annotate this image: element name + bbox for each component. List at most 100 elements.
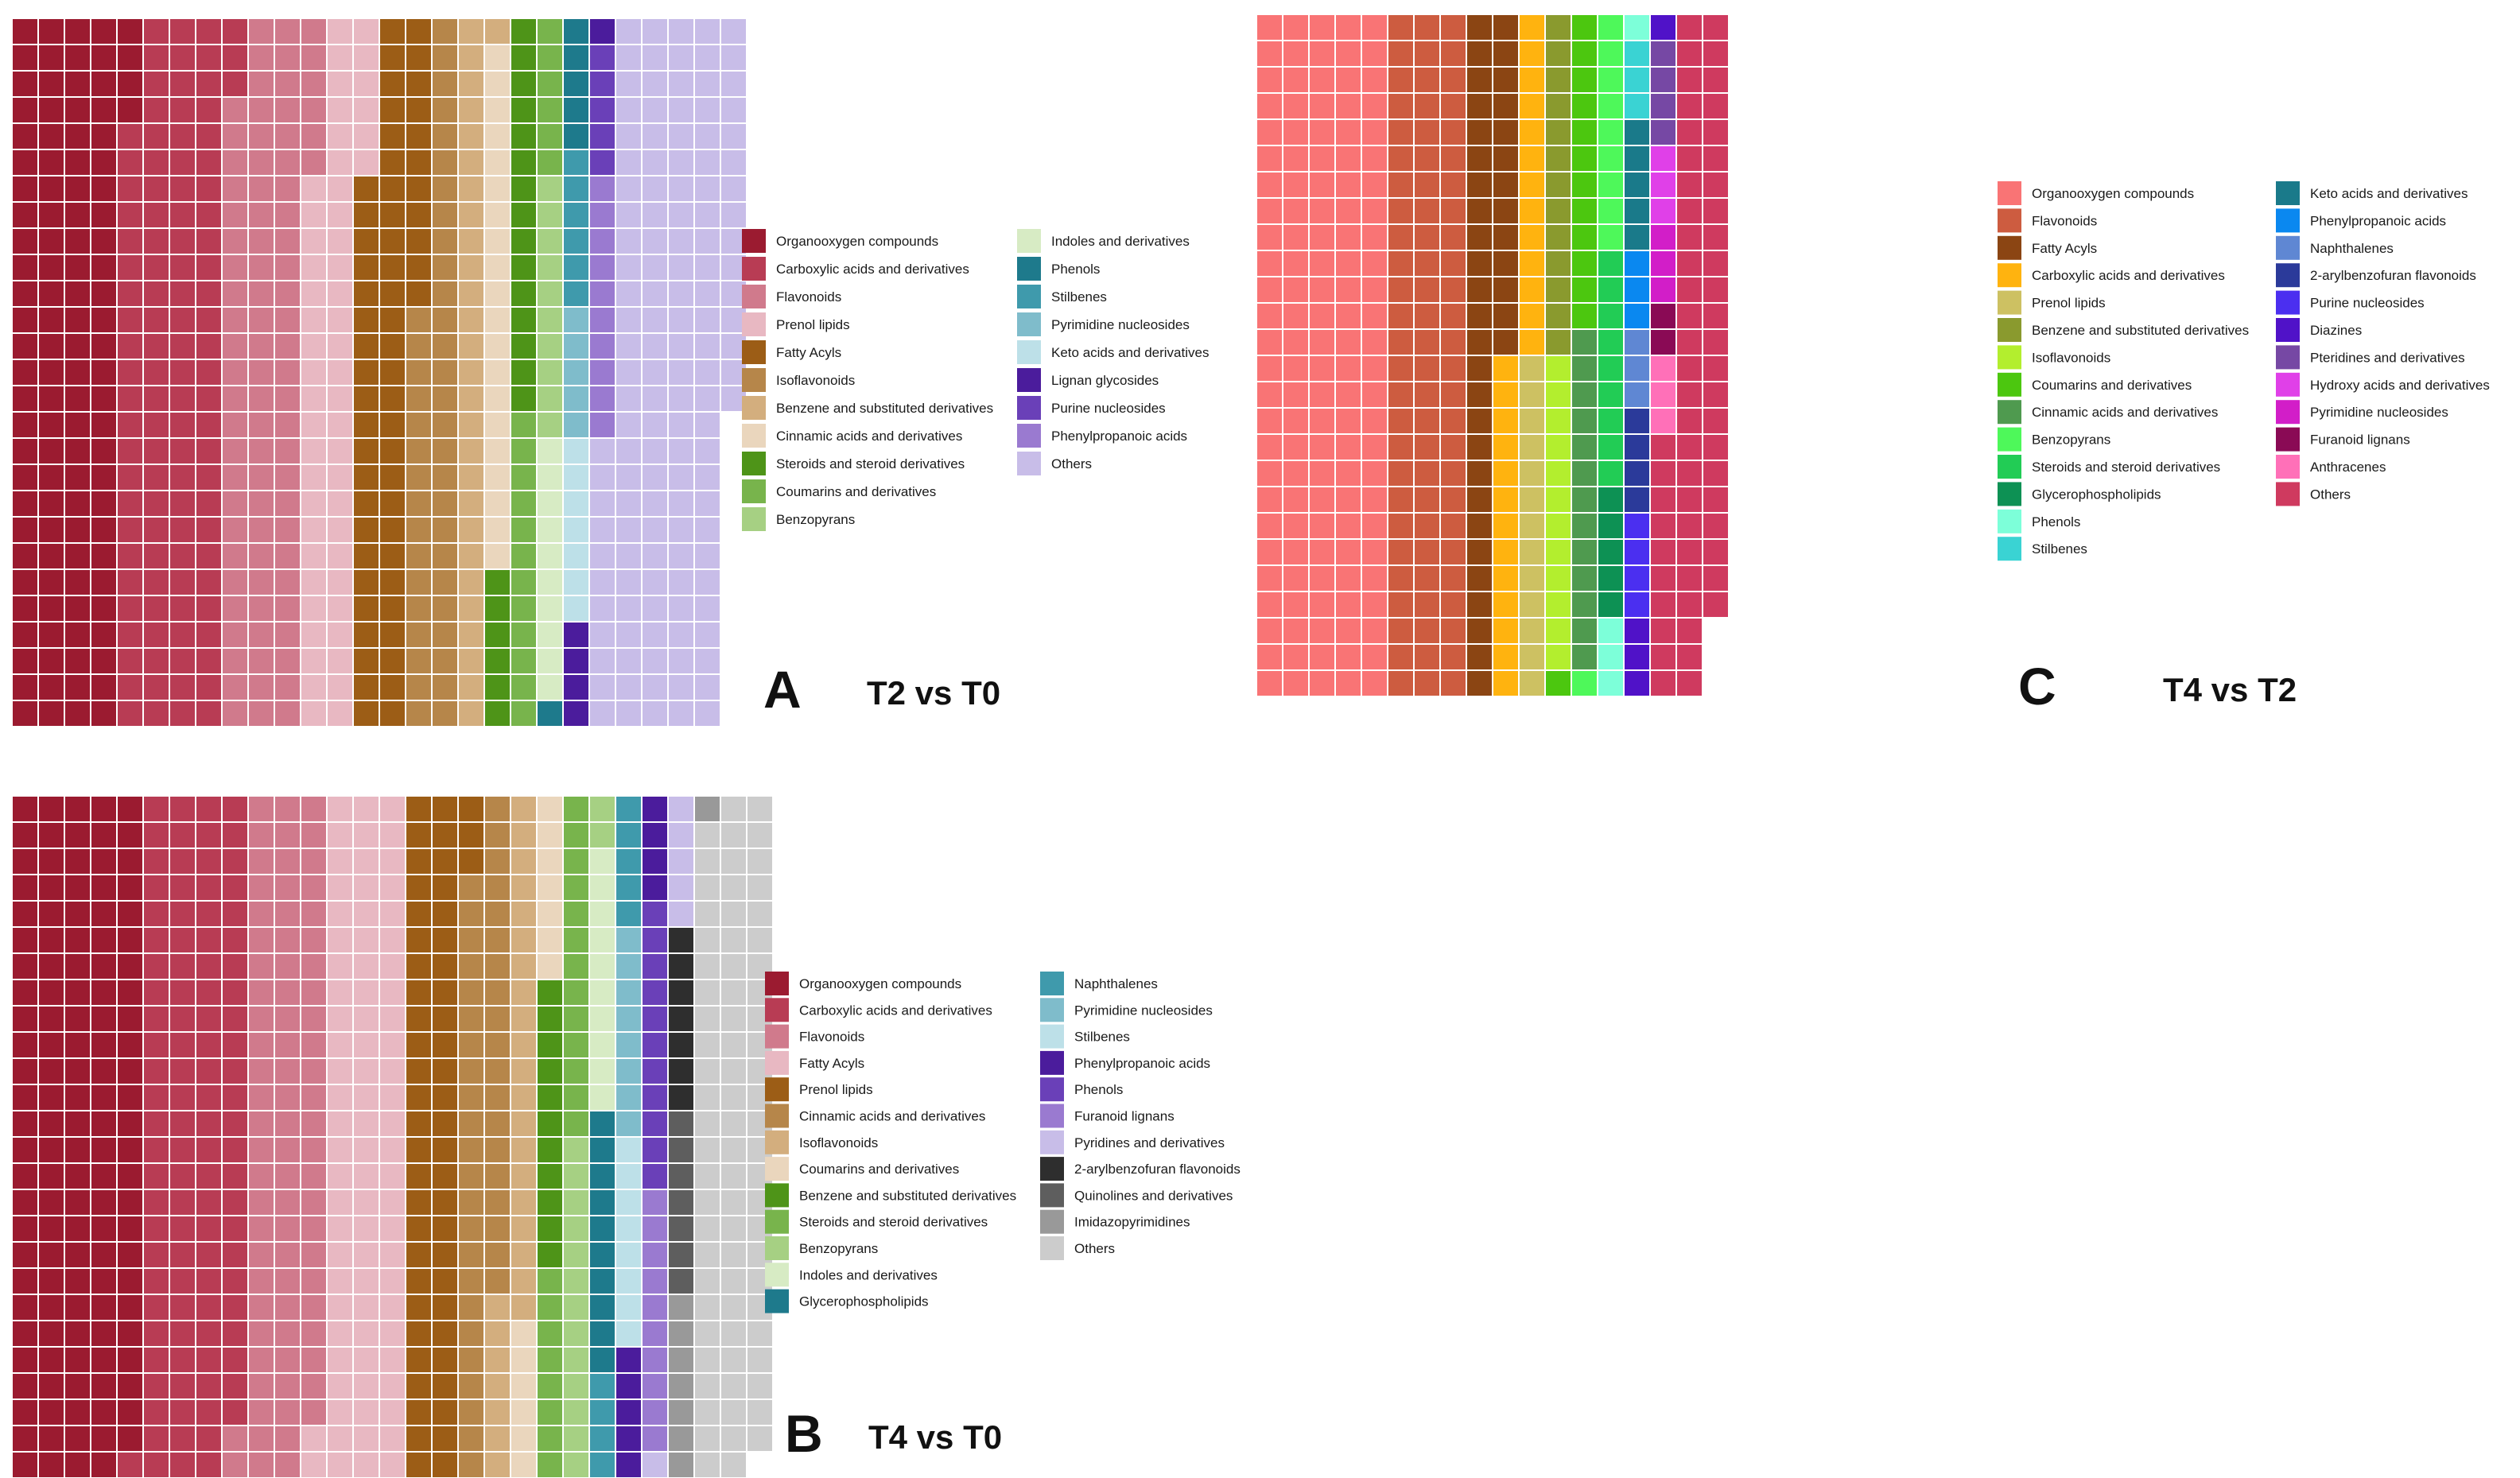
panel-a-square xyxy=(11,254,39,281)
panel-b-square xyxy=(37,1057,65,1085)
panel-a-square xyxy=(641,516,669,544)
panel-c-square xyxy=(1282,14,1310,41)
panel-b-square xyxy=(64,795,91,823)
panel-b-square xyxy=(746,795,774,823)
panel-b-square xyxy=(483,1189,511,1216)
panel-a-square xyxy=(431,516,459,544)
panel-c-square xyxy=(1544,669,1572,697)
panel-c-square xyxy=(1623,433,1651,461)
panel-b-square xyxy=(405,1425,433,1453)
panel-c-square xyxy=(1308,118,1336,146)
panel-b-square xyxy=(720,1425,747,1453)
panel-c-square xyxy=(1492,92,1520,120)
panel-b-square xyxy=(405,979,433,1007)
panel-a-square xyxy=(405,175,433,203)
panel-a-square xyxy=(90,96,118,124)
panel-b-legend-key xyxy=(765,1209,789,1234)
panel-a-square xyxy=(352,254,380,281)
panel-a-square xyxy=(274,149,301,177)
panel-b-square xyxy=(195,1031,223,1059)
panel-a-square xyxy=(64,96,91,124)
panel-a-square xyxy=(142,700,170,727)
panel-b-legend-key xyxy=(765,1263,789,1287)
panel-b-square xyxy=(247,926,275,954)
panel-a-square xyxy=(169,175,196,203)
panel-a-square xyxy=(169,542,196,570)
panel-a-square xyxy=(457,516,485,544)
panel-c-square xyxy=(1597,564,1625,592)
panel-a-legend-label: Lignan glycosides xyxy=(1051,373,1159,388)
panel-b-square xyxy=(116,1451,144,1478)
panel-c-square xyxy=(1675,355,1703,382)
panel-a-square xyxy=(300,464,328,491)
panel-c-square xyxy=(1256,66,1283,94)
panel-a-square xyxy=(195,96,223,124)
panel-b-square xyxy=(64,1136,91,1164)
panel-c-square xyxy=(1518,223,1546,251)
panel-a-square xyxy=(326,227,354,255)
panel-c-square xyxy=(1256,145,1283,173)
panel-b-square xyxy=(693,874,721,902)
panel-a-square xyxy=(536,516,564,544)
panel-a-square xyxy=(195,122,223,150)
panel-b-square xyxy=(510,1425,538,1453)
panel-a-square xyxy=(457,201,485,229)
panel-b-square xyxy=(457,952,485,980)
panel-a-square xyxy=(274,306,301,334)
panel-a-square xyxy=(431,673,459,701)
panel-b-square xyxy=(746,1320,774,1348)
panel-b-square xyxy=(247,952,275,980)
panel-a-legend-key xyxy=(742,340,766,364)
panel-b-square xyxy=(116,1136,144,1164)
panel-b-square xyxy=(641,1346,669,1374)
panel-b-square xyxy=(90,926,118,954)
panel-b-square xyxy=(195,1005,223,1033)
panel-a-square xyxy=(142,70,170,98)
panel-a-square xyxy=(300,437,328,465)
panel-b-square xyxy=(195,1057,223,1085)
panel-a-square xyxy=(195,175,223,203)
panel-a-square xyxy=(300,306,328,334)
panel-c-square xyxy=(1649,669,1677,697)
panel-a-square xyxy=(667,96,695,124)
panel-a-square xyxy=(405,437,433,465)
panel-c-square xyxy=(1571,145,1598,173)
panel-a-square xyxy=(379,332,406,360)
panel-a-square xyxy=(483,44,511,72)
panel-c-square xyxy=(1675,512,1703,540)
panel-a-legend-label: Cinnamic acids and derivatives xyxy=(776,429,962,444)
panel-a-square xyxy=(615,227,643,255)
panel-a-square xyxy=(326,149,354,177)
panel-b-square xyxy=(693,926,721,954)
panel-c-square xyxy=(1702,591,1730,619)
panel-a-square xyxy=(247,201,275,229)
panel-a-square xyxy=(693,647,721,675)
panel-a-square xyxy=(536,385,564,413)
panel-c-square xyxy=(1308,669,1336,697)
panel-c-square xyxy=(1361,538,1388,566)
panel-b-square xyxy=(379,926,406,954)
panel-c-square xyxy=(1256,355,1283,382)
panel-b-square xyxy=(562,1189,590,1216)
panel-a-square xyxy=(379,201,406,229)
panel-b-square xyxy=(326,1084,354,1111)
panel-b-square xyxy=(615,1215,643,1243)
panel-b-square xyxy=(90,1398,118,1426)
panel-a-square xyxy=(483,332,511,360)
panel-b-square xyxy=(326,1425,354,1453)
panel-c-square xyxy=(1518,512,1546,540)
panel-a-square xyxy=(536,621,564,649)
panel-a-square xyxy=(667,490,695,518)
panel-a-square xyxy=(169,332,196,360)
panel-b-square xyxy=(405,1215,433,1243)
panel-b-square xyxy=(37,795,65,823)
panel-a-square xyxy=(352,280,380,308)
panel-a-square xyxy=(641,254,669,281)
panel-a-square xyxy=(562,385,590,413)
panel-c-square xyxy=(1439,512,1467,540)
panel-b-square xyxy=(562,1241,590,1269)
panel-b-square xyxy=(536,1451,564,1478)
panel-b-square xyxy=(64,1162,91,1190)
panel-c-square xyxy=(1597,14,1625,41)
panel-c-square xyxy=(1282,381,1310,409)
